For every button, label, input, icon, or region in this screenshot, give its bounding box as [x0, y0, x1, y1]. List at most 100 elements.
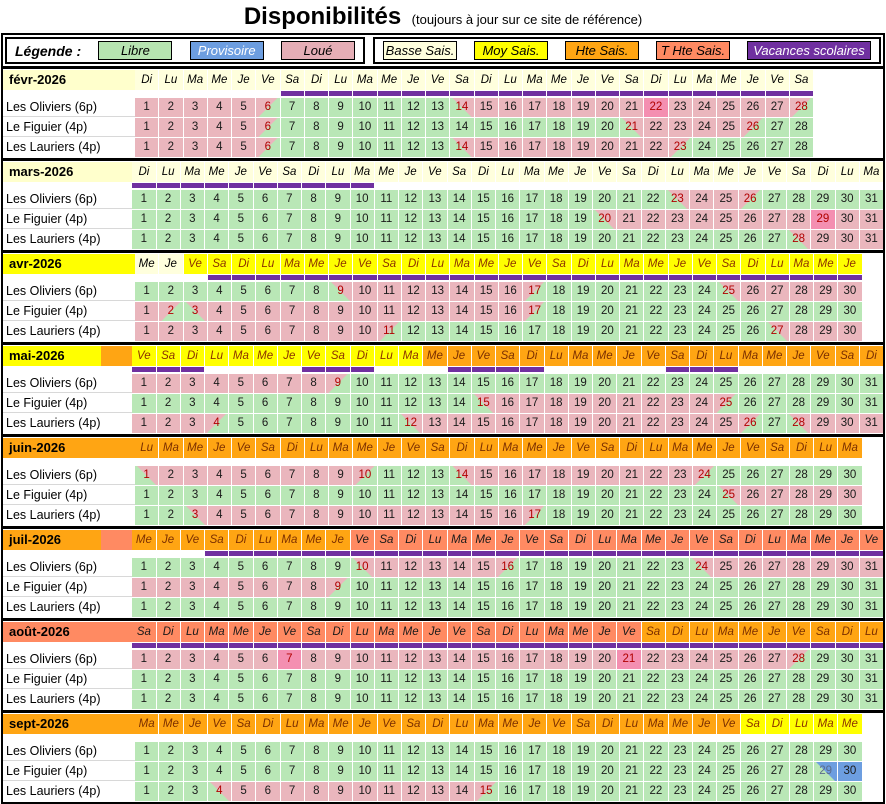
- dow-cell: Di: [399, 530, 423, 550]
- day-cell: 30: [835, 190, 859, 209]
- no-vacation: [838, 735, 861, 740]
- dow-cell: Ve: [180, 530, 204, 550]
- day-cell: 11: [374, 230, 398, 249]
- day-cell: 9: [329, 138, 353, 157]
- school-vacation-bar: [568, 551, 592, 556]
- school-vacation-bar: [547, 275, 571, 280]
- dow-cell: Di: [741, 254, 765, 274]
- dow-cell: Di: [232, 254, 256, 274]
- day-cell: 8: [302, 210, 326, 229]
- day-cell: 28: [787, 394, 811, 413]
- day-cell: 1: [132, 690, 156, 709]
- day-cell: 10: [350, 598, 374, 617]
- day-cell: 8: [302, 558, 326, 577]
- day-cell: 13: [426, 98, 450, 117]
- no-vacation: [208, 735, 231, 740]
- day-cell: 23: [665, 230, 689, 249]
- day-cell: 17: [520, 230, 544, 249]
- day-cell: 21: [617, 558, 641, 577]
- school-vacation-bar: [229, 183, 253, 188]
- day-cell: 25: [714, 374, 738, 393]
- dow-cell: Lu: [423, 530, 447, 550]
- dow-cell: Ve: [692, 254, 716, 274]
- day-cell: 14: [450, 762, 474, 781]
- day-cell: 28: [789, 762, 813, 781]
- day-cell: 30: [835, 670, 859, 689]
- day-cell: 23: [668, 466, 692, 485]
- dow-cell: Je: [353, 714, 377, 734]
- day-cell: 3: [180, 210, 204, 229]
- day-cell: 13: [426, 506, 450, 525]
- no-vacation: [399, 367, 422, 372]
- day-cell: 19: [571, 302, 595, 321]
- day-cell: 29: [811, 210, 835, 229]
- dow-cell: Sa: [547, 254, 571, 274]
- day-cell: 24: [690, 598, 714, 617]
- day-cell: 3: [183, 466, 207, 485]
- school-vacation-bar: [811, 551, 835, 556]
- no-vacation: [378, 735, 401, 740]
- day-cell: 13: [423, 670, 447, 689]
- no-vacation: [448, 183, 471, 188]
- no-vacation: [254, 367, 277, 372]
- day-cell: 24: [692, 466, 716, 485]
- day-cell: 4: [205, 230, 229, 249]
- dow-cell: Ma: [135, 714, 159, 734]
- day-cell: 8: [304, 742, 328, 761]
- dow-cell: Me: [641, 530, 665, 550]
- dow-cell: Sa: [811, 622, 835, 642]
- dow-cell: Ma: [692, 70, 716, 90]
- school-vacation-bar: [350, 367, 374, 372]
- day-cell: 10: [353, 486, 377, 505]
- day-cell: 24: [690, 374, 714, 393]
- dow-cell: Ma: [787, 530, 811, 550]
- day-cell: 17: [523, 118, 547, 137]
- day-cell: 17: [520, 578, 544, 597]
- day-cell: 5: [229, 414, 253, 433]
- property-row: Les Lauriers (4p) 1 2 3 4 5 6 7 8 9 10 11 12 13 14 15 16…: [3, 138, 883, 157]
- page-header: Disponibilités (toujours à jour sur ce s…: [0, 0, 886, 33]
- day-cell: 30: [838, 782, 862, 801]
- school-vacation-bar: [132, 183, 156, 188]
- day-cell: 23: [665, 394, 689, 413]
- day-cell: 27: [762, 394, 786, 413]
- day-cell: 5: [232, 506, 256, 525]
- day-cell: 24: [692, 282, 716, 301]
- day-cell: 4: [205, 598, 229, 617]
- day-cell: 11: [377, 322, 401, 341]
- day-cell: 24: [692, 762, 716, 781]
- no-vacation: [472, 183, 495, 188]
- dow-cell: Lu: [520, 622, 544, 642]
- day-cell: 25: [717, 98, 741, 117]
- dow-cell: Ma: [450, 254, 474, 274]
- day-cell: 24: [690, 650, 714, 669]
- dow-cell: Lu: [180, 622, 204, 642]
- day-cell: 28: [789, 782, 813, 801]
- day-cell: 10: [350, 414, 374, 433]
- dow-cell: Sa: [617, 162, 641, 182]
- day-cell: 11: [377, 762, 401, 781]
- legend-basse-saison: Basse Sais.: [383, 41, 457, 60]
- property-row: Le Figuier (4p) 1 2 3 4 5 6 7 8 9 10 11 12 13 14 15 16 17…: [3, 670, 883, 689]
- no-vacation: [159, 91, 182, 96]
- dow-cell: Sa: [789, 70, 813, 90]
- day-cell: 15: [474, 506, 498, 525]
- day-cell: 23: [665, 598, 689, 617]
- day-cell: 28: [787, 190, 811, 209]
- day-cell: 27: [762, 558, 786, 577]
- school-vacation-bar: [350, 183, 374, 188]
- day-cell: 30: [838, 466, 862, 485]
- no-vacation: [836, 183, 859, 188]
- day-cell: 17: [523, 282, 547, 301]
- day-cell: 28: [787, 690, 811, 709]
- day-cell: 20: [595, 506, 619, 525]
- day-cell: 15: [474, 742, 498, 761]
- day-cell: 16: [496, 650, 520, 669]
- day-cell: 28: [787, 598, 811, 617]
- day-cell: 13: [426, 138, 450, 157]
- dow-cell: Lu: [156, 162, 180, 182]
- day-cell: 1: [135, 742, 159, 761]
- day-cell: 19: [571, 742, 595, 761]
- season-filler: [103, 714, 135, 734]
- day-cell: 15: [474, 98, 498, 117]
